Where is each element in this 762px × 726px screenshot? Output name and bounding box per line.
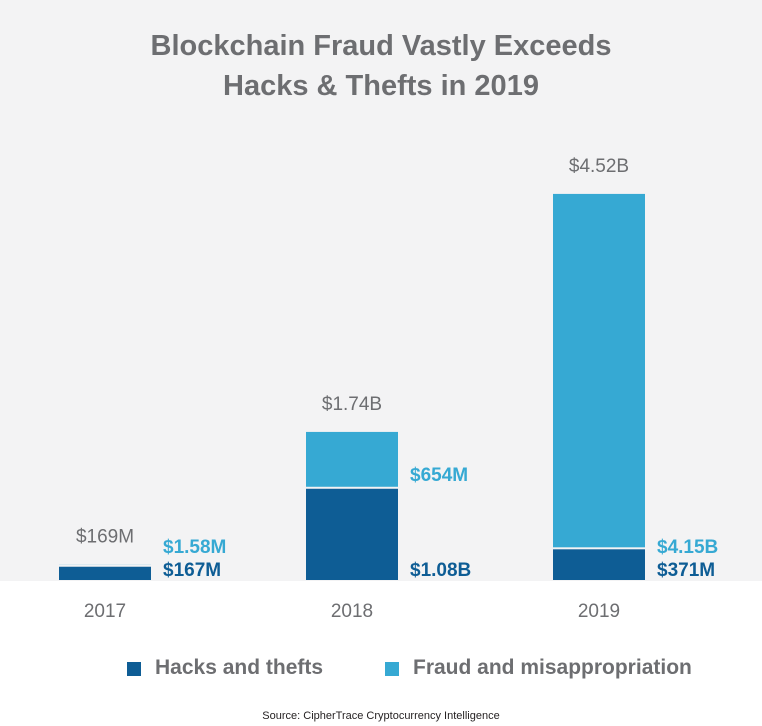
bar-fraud-2018 bbox=[306, 431, 398, 488]
chart-plot: $169M $167M$1.58M 2017 $1.74B $1.08B $654M 201… bbox=[59, 156, 718, 622]
source-note: Source: CipherTrace Cryptocurrency Intel… bbox=[262, 710, 500, 722]
legend-label-fraud: Fraud and misappropriation bbox=[413, 656, 692, 679]
x-tick-label-2019: 2019 bbox=[578, 601, 620, 622]
hack-value-label-2017: $167M bbox=[163, 560, 221, 581]
bar-separator-2018 bbox=[306, 486, 398, 489]
chart-legend: Hacks and thefts Fraud and misappropriat… bbox=[0, 655, 762, 685]
chart-title-line-1: Blockchain Fraud Vastly Exceeds bbox=[150, 30, 612, 62]
legend-swatch-hacks bbox=[127, 662, 141, 676]
hack-value-label-2019: $371M bbox=[657, 560, 715, 581]
fraud-value-label-2017: $1.58M bbox=[163, 537, 226, 558]
legend-label-hacks: Hacks and thefts bbox=[155, 656, 324, 679]
total-label-2017: $169M bbox=[76, 527, 134, 548]
hack-value-label-2018: $1.08B bbox=[410, 560, 471, 581]
fraud-value-label-2018: $654M bbox=[410, 465, 468, 486]
chart-title-line-2: Hacks & Thefts in 2019 bbox=[223, 70, 539, 102]
bar-hacks-2018 bbox=[306, 487, 398, 580]
x-tick-label-2018: 2018 bbox=[331, 601, 373, 622]
bar-separator-2017 bbox=[59, 564, 151, 567]
bar-hacks-2017 bbox=[59, 565, 151, 580]
total-label-2018: $1.74B bbox=[322, 394, 382, 415]
bar-fraud-2019 bbox=[553, 193, 645, 549]
legend-swatch-fraud bbox=[385, 662, 399, 676]
bar-separator-2019 bbox=[553, 547, 645, 550]
total-label-2019: $4.52B bbox=[569, 156, 629, 177]
x-tick-label-2017: 2017 bbox=[84, 601, 126, 622]
fraud-value-label-2019: $4.15B bbox=[657, 537, 718, 558]
bar-hacks-2019 bbox=[553, 548, 645, 580]
